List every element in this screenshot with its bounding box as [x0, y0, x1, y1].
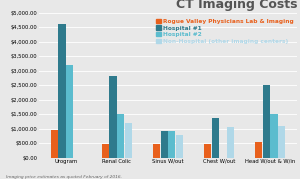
- Bar: [204, 144, 211, 158]
- Bar: [212, 118, 219, 158]
- Bar: [153, 144, 160, 158]
- Text: CT Imaging Costs: CT Imaging Costs: [176, 0, 297, 11]
- Text: Imaging price estimates as quoted February of 2016.: Imaging price estimates as quoted Februa…: [6, 175, 122, 179]
- Bar: [117, 114, 124, 158]
- Bar: [51, 130, 58, 158]
- Bar: [125, 123, 132, 158]
- Bar: [227, 127, 234, 158]
- Bar: [58, 24, 65, 158]
- Bar: [271, 114, 278, 158]
- Bar: [160, 131, 168, 158]
- Bar: [278, 126, 285, 158]
- Bar: [66, 65, 73, 158]
- Bar: [110, 76, 117, 158]
- Bar: [176, 135, 183, 158]
- Bar: [255, 142, 262, 158]
- Bar: [102, 144, 109, 158]
- Bar: [168, 131, 175, 158]
- Bar: [263, 85, 270, 158]
- Legend: Rogue Valley Physicians Lab & Imaging, Hospital #1, Hospital #2, Non-Hospital (o: Rogue Valley Physicians Lab & Imaging, H…: [156, 18, 294, 44]
